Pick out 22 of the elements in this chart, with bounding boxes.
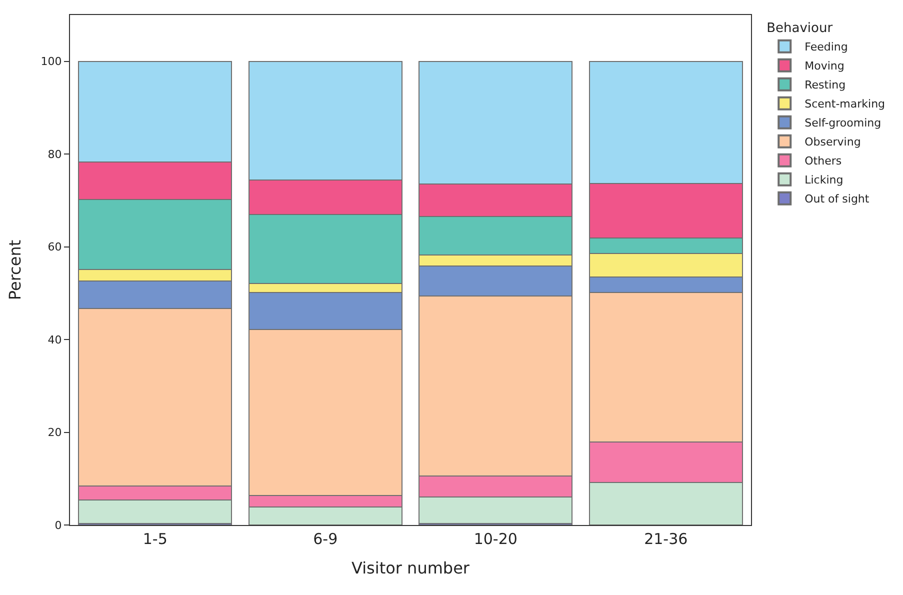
x-tick-label: 6-9 (313, 530, 338, 548)
y-tick-label: 100 (40, 55, 62, 68)
legend-title: Behaviour (766, 20, 834, 36)
legend-label: Observing (804, 136, 861, 149)
y-tick-label: 20 (48, 426, 62, 440)
legend-label: Licking (804, 174, 844, 187)
legend-label: Moving (804, 60, 844, 73)
x-tick-label: 10-20 (474, 530, 518, 548)
legend-label: Out of sight (804, 192, 870, 206)
y-tick-label: 80 (48, 148, 62, 161)
legend-label: Others (804, 154, 842, 168)
y-axis-title: Percent (6, 240, 25, 300)
legend-label: Resting (804, 78, 846, 92)
legend-label: Self-grooming (804, 116, 882, 130)
legend-label: Scent-marking (804, 98, 886, 111)
y-tick-label: 60 (48, 240, 62, 254)
legend-label: Feeding (804, 40, 848, 54)
x-axis-title: Visitor number (352, 558, 470, 578)
y-tick-label: 0 (54, 518, 62, 532)
x-tick-label: 21-36 (644, 530, 688, 548)
y-tick-label: 40 (48, 333, 62, 346)
x-tick-label: 1-5 (142, 530, 168, 548)
